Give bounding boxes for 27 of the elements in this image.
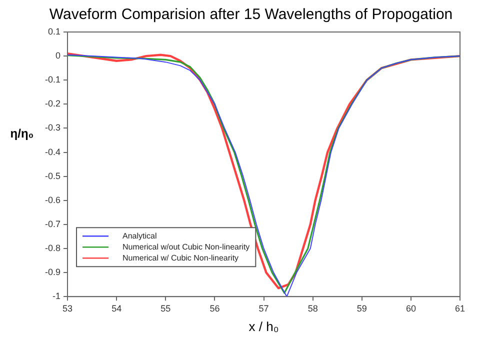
legend-label: Analytical: [122, 231, 157, 240]
y-tick-label: -0.6: [44, 194, 61, 205]
x-tick-label: 54: [112, 303, 122, 314]
x-tick-label: 57: [258, 303, 269, 314]
y-tick-label: -0.9: [44, 267, 61, 278]
y-tick-label: -1: [52, 291, 61, 302]
legend-label: Numerical w/ Cubic Non-linearity: [122, 253, 239, 262]
x-tick-label: 55: [160, 303, 171, 314]
chart-title: Waveform Comparision after 15 Wavelengths of Propogation: [49, 6, 453, 24]
x-tick-label: 58: [308, 303, 318, 314]
y-tick-label: -0.5: [44, 170, 61, 181]
y-tick-label: -0.8: [44, 242, 61, 253]
y-tick-label: -0.2: [44, 98, 61, 109]
y-tick-label: 0.1: [48, 26, 61, 36]
x-tick-label: 56: [210, 303, 220, 314]
x-tick-label: 60: [406, 303, 416, 314]
y-axis-title: η/η₀: [10, 126, 34, 141]
y-tick-label: -0.4: [44, 146, 61, 157]
x-tick-label: 59: [356, 303, 367, 314]
x-tick-label: 53: [62, 303, 73, 314]
legend-label: Numerical w/out Cubic Non-linearity: [122, 242, 250, 252]
y-tick-label: -0.7: [44, 218, 61, 229]
y-tick-label: -0.1: [44, 74, 61, 85]
x-axis-title: x / h₀: [248, 318, 279, 334]
x-tick-label: 61: [454, 303, 466, 314]
y-tick-label: 0: [55, 50, 61, 61]
y-tick-label: -0.3: [44, 122, 61, 133]
